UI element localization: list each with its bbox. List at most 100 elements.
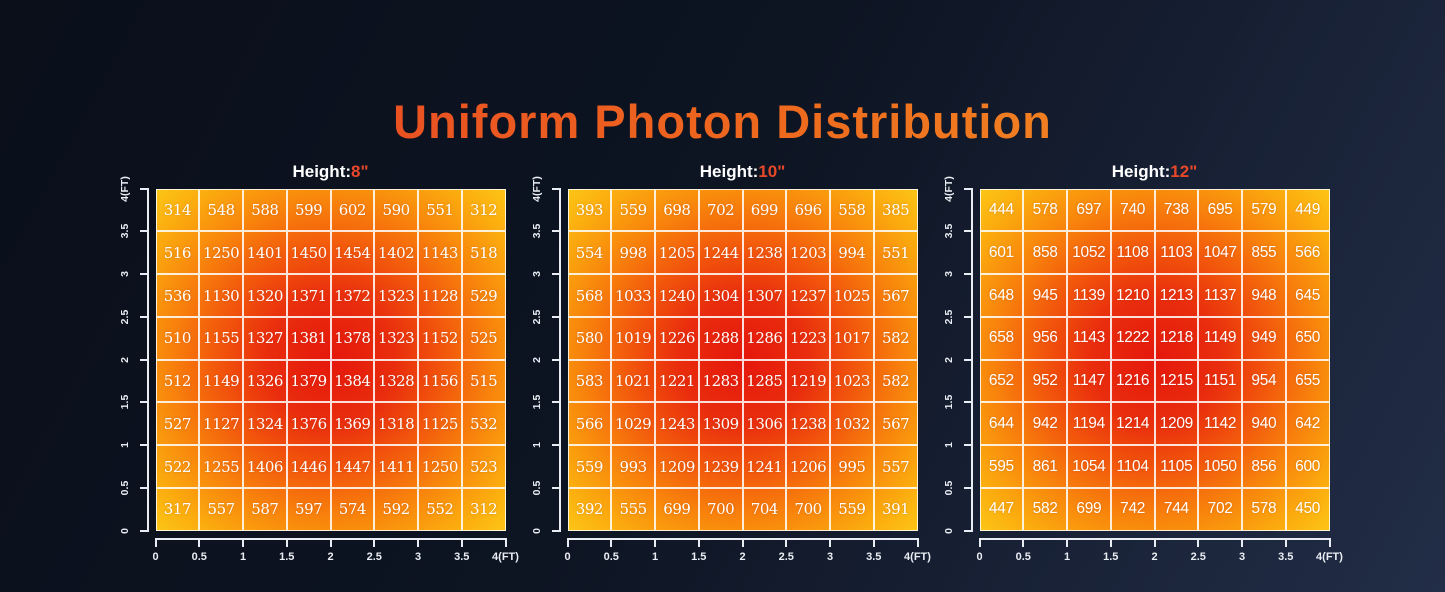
y-axis-tick <box>139 273 149 276</box>
heatmap-cell: 558 <box>830 188 874 232</box>
heatmap-cell: 450 <box>1285 487 1330 531</box>
heatmap-cell: 582 <box>1023 487 1067 531</box>
heatmap-cell: 1328 <box>374 359 418 403</box>
heatmap-cell: 518 <box>461 231 506 275</box>
y-axis-tick <box>551 486 561 489</box>
chart-height-12in: Height:12" 4(FT) 3.5 3 2.5 2 1.5 1 0.5 0 444 578 6… <box>940 162 1343 572</box>
y-axis-label: 2 <box>530 356 543 363</box>
heatmap-cell: 1223 <box>786 316 830 360</box>
x-axis-label: 0 <box>152 550 159 563</box>
heatmap-cell: 1447 <box>330 445 375 488</box>
heatmap-cell: 740 <box>1110 188 1155 232</box>
heatmap-cell: 510 <box>155 316 200 360</box>
x-axis-label: 3.5 <box>454 550 470 563</box>
heatmap-cell: 557 <box>199 487 243 531</box>
charts-row: Height:8" 4(FT) 3.5 3 2.5 2 1.5 1 0.5 0 314 548 58… <box>0 162 1445 572</box>
heatmap-cell: 702 <box>1198 487 1242 531</box>
heatmap-cell: 704 <box>742 487 787 531</box>
heatmap-cell: 940 <box>1242 402 1286 446</box>
heatmap-cell: 1250 <box>418 445 462 488</box>
heatmap-cell: 1155 <box>199 316 243 360</box>
heatmap-cell: 738 <box>1154 188 1199 232</box>
heatmap-cell: 1327 <box>243 316 287 360</box>
y-axis-label: 3.5 <box>118 224 131 239</box>
heatmap-cell: 1309 <box>698 402 743 446</box>
heatmap-cell: 1209 <box>1154 402 1199 446</box>
chart-title-value: 10" <box>758 161 786 181</box>
y-axis-tick <box>139 230 149 233</box>
heatmap-cell: 587 <box>243 487 287 531</box>
heatmap-cell: 945 <box>1023 274 1067 317</box>
heatmap-cell: 1125 <box>418 402 462 446</box>
chart-height-8in: Height:8" 4(FT) 3.5 3 2.5 2 1.5 1 0.5 0 314 548 58… <box>116 161 519 572</box>
heatmap-cell: 1130 <box>199 274 243 317</box>
x-axis-label: 3 <box>414 550 422 563</box>
x-axis-label: 0.5 <box>1015 550 1031 563</box>
heatmap-cell: 582 <box>873 359 918 403</box>
y-axis-label: 2.5 <box>942 309 955 325</box>
heatmap-cell: 1142 <box>1198 402 1242 446</box>
y-axis-label: 3.5 <box>530 224 543 239</box>
x-axis-tick <box>373 537 376 547</box>
heatmap-cell: 391 <box>873 487 918 531</box>
heatmap-cell: 954 <box>1242 359 1286 403</box>
heatmap-cell: 1219 <box>786 359 830 403</box>
heatmap-cell: 1194 <box>1067 402 1111 446</box>
heatmap-cell: 1105 <box>1154 445 1199 488</box>
y-axis-label: 0.5 <box>942 480 955 496</box>
x-axis-label: 0 <box>564 550 571 563</box>
y-axis-label: 2 <box>118 356 131 363</box>
y-axis-label: 4(FT) <box>118 175 131 202</box>
x-axis-tick <box>198 537 201 547</box>
heatmap-cell: 648 <box>979 274 1024 317</box>
heatmap-cell: 700 <box>786 487 830 531</box>
y-axis-tick <box>963 273 973 276</box>
y-axis-tick <box>139 529 149 532</box>
x-axis-label: 0 <box>976 550 983 563</box>
y-axis-tick <box>551 273 561 276</box>
y-axis-label: 0 <box>118 527 131 534</box>
y-axis-tick <box>963 187 973 190</box>
chart-title: Height:12" <box>980 162 1330 182</box>
heatmap-cell: 1381 <box>286 316 331 360</box>
heatmap-cell: 393 <box>567 188 612 232</box>
heatmap-cell: 1307 <box>742 274 787 317</box>
y-axis-tick <box>551 358 561 361</box>
heatmap-cell: 1104 <box>1110 445 1155 488</box>
y-axis-label: 3.5 <box>942 224 955 239</box>
x-axis-label: 2.5 <box>366 550 382 563</box>
y-axis: 4(FT) 3.5 3 2.5 2 1.5 1 0.5 0 <box>528 176 568 534</box>
heatmap-cell: 559 <box>567 445 612 488</box>
heatmap-cell: 1318 <box>374 402 418 446</box>
heatmap-cell: 588 <box>243 188 287 232</box>
heatmap-cell: 655 <box>1285 359 1330 403</box>
chart-title-label: Height: <box>292 161 352 181</box>
heatmap-cell: 1372 <box>330 274 375 317</box>
chart-title-label: Height: <box>699 161 759 181</box>
heatmap-cell: 579 <box>1242 188 1286 232</box>
y-axis-tick <box>963 486 973 489</box>
heatmap-cell: 652 <box>979 359 1024 403</box>
heatmap-cell: 1108 <box>1110 231 1155 275</box>
heatmap-cell: 1376 <box>286 402 331 446</box>
x-axis-label: 4(FT) <box>1316 550 1343 563</box>
heatmap-cell: 1406 <box>243 445 287 488</box>
chart-title-label: Height: <box>1111 161 1171 181</box>
chart-title-value: 12" <box>1170 161 1198 181</box>
y-axis-label: 3 <box>118 271 131 278</box>
heatmap-cell: 1323 <box>374 274 418 317</box>
heatmap-cell: 1320 <box>243 274 287 317</box>
x-axis-tick <box>610 537 613 547</box>
chart-height-10in: Height:10" 4(FT) 3.5 3 2.5 2 1.5 1 0.5 0 393 559 6… <box>528 161 931 572</box>
heatmap-cell: 392 <box>567 487 612 531</box>
x-axis-tick <box>1328 537 1331 547</box>
y-axis-tick <box>551 401 561 404</box>
x-axis-tick <box>741 537 744 547</box>
heatmap-cell: 1151 <box>1198 359 1242 403</box>
heatmap-cell: 1379 <box>286 359 331 403</box>
heatmap-cell: 1147 <box>1067 359 1111 403</box>
heatmap-cell: 658 <box>979 316 1024 360</box>
heatmap-cell: 1384 <box>330 359 375 403</box>
x-axis-label: 2.5 <box>778 550 794 563</box>
chart-title-value: 8" <box>351 161 369 181</box>
